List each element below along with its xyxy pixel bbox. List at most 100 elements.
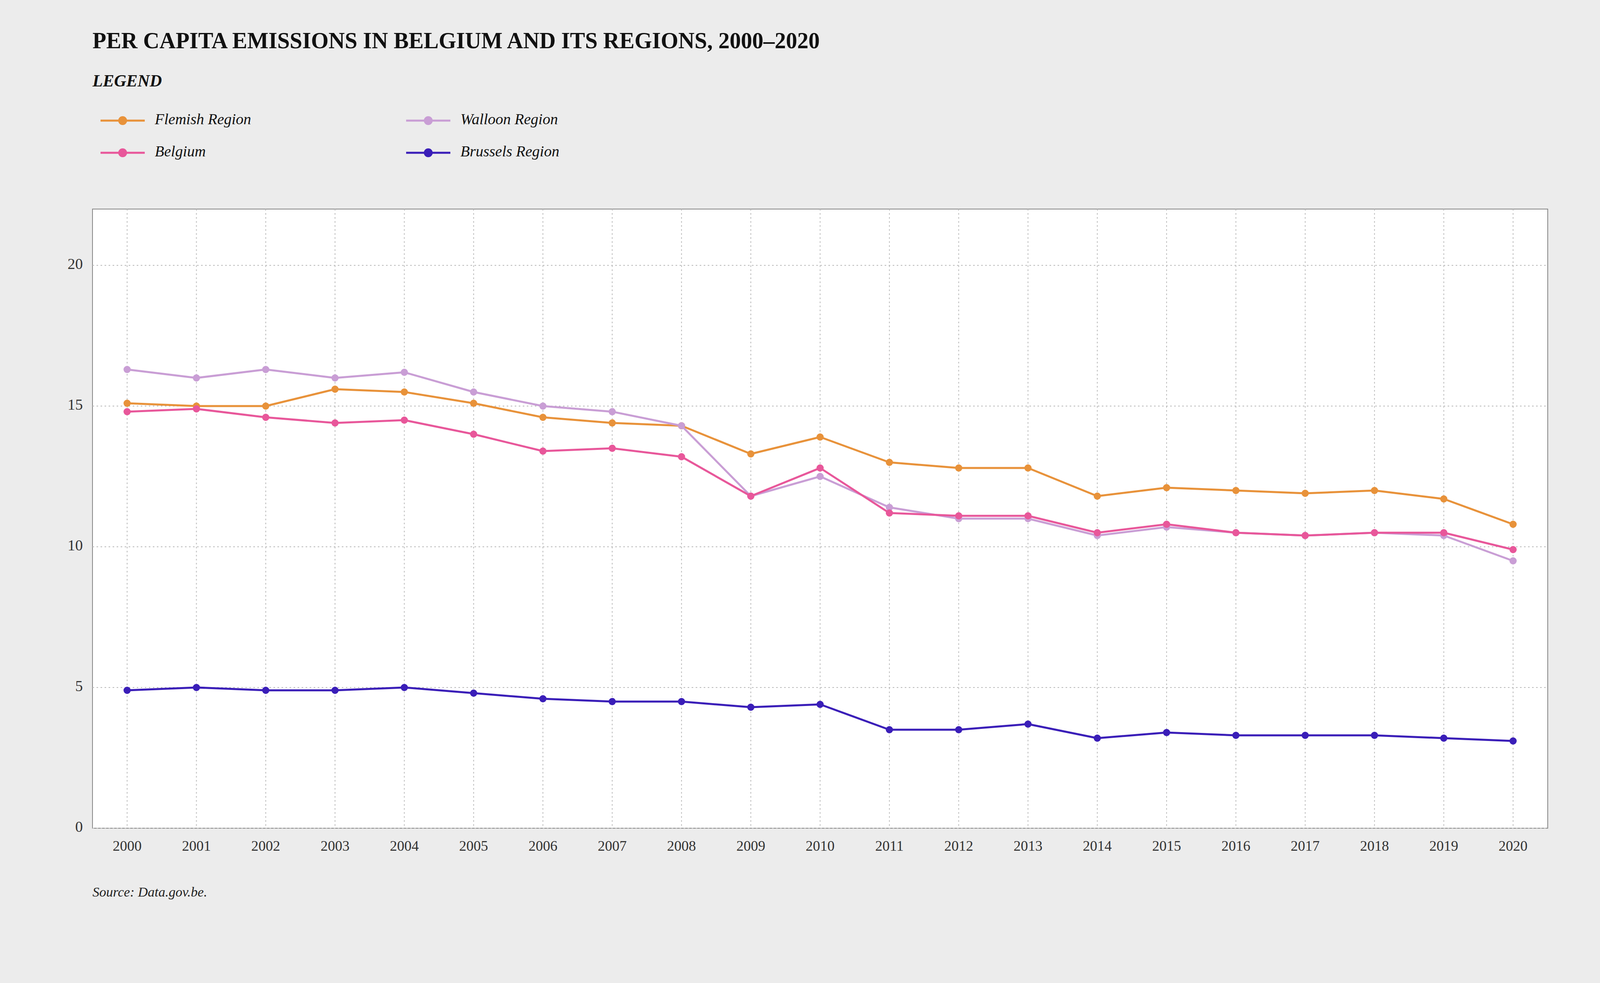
series-marker <box>123 399 131 407</box>
series-marker <box>747 492 755 500</box>
series-marker <box>262 686 270 695</box>
series-marker <box>955 726 963 734</box>
series-marker <box>262 413 270 422</box>
series-marker <box>816 433 824 441</box>
series-marker <box>1370 529 1379 537</box>
series-marker <box>1093 492 1101 500</box>
series-marker <box>1162 520 1171 528</box>
series-marker <box>608 419 617 427</box>
chart: PER CAPITA EMISSIONS IN BELGIUM AND ITS … <box>0 0 1600 983</box>
x-tick-label: 2017 <box>1290 837 1320 855</box>
series-marker <box>1509 546 1517 554</box>
x-grid-line <box>126 209 128 829</box>
series-marker <box>1162 484 1171 492</box>
series-marker <box>1370 486 1379 495</box>
legend-label: Walloon Region <box>460 110 558 128</box>
y-tick-label: 15 <box>67 396 83 413</box>
x-grid-line <box>404 209 405 829</box>
series-marker <box>1093 734 1101 742</box>
series-marker <box>1024 720 1032 728</box>
series-marker <box>470 430 478 438</box>
series-marker <box>1370 529 1379 537</box>
series-marker <box>1093 529 1101 537</box>
x-grid-line <box>334 209 336 829</box>
series-marker <box>400 416 409 424</box>
axes: 0510152020002001200220032004200520062007… <box>67 255 1528 855</box>
x-tick-label: 2015 <box>1152 837 1182 855</box>
x-grid-line <box>196 209 198 829</box>
x-grid-line <box>750 209 752 829</box>
series-marker <box>262 402 270 410</box>
series-marker <box>123 686 131 695</box>
series-marker <box>1232 529 1240 537</box>
series-marker <box>955 464 963 472</box>
x-grid-line <box>542 209 544 829</box>
series-marker <box>747 492 755 500</box>
series-marker <box>400 683 409 692</box>
series-marker <box>331 419 339 427</box>
series-marker <box>677 422 686 430</box>
x-tick-label: 2014 <box>1082 837 1112 855</box>
grid <box>92 209 1548 829</box>
background <box>0 0 1600 983</box>
legend-swatch-marker <box>118 148 128 158</box>
series-marker <box>885 509 894 517</box>
series-marker <box>123 365 131 374</box>
x-tick-label: 2006 <box>528 837 558 855</box>
series-marker <box>1162 729 1171 737</box>
series-marker <box>400 368 409 376</box>
x-tick-label: 2008 <box>667 837 697 855</box>
legend-label: Flemish Region <box>154 110 252 128</box>
x-tick-label: 2007 <box>597 837 627 855</box>
series-marker <box>193 374 201 382</box>
series-marker <box>193 405 201 413</box>
y-tick-label: 10 <box>67 536 83 554</box>
series-marker <box>885 726 894 734</box>
series-marker <box>539 695 547 703</box>
series-marker <box>608 408 617 416</box>
series-marker <box>1024 512 1032 520</box>
title: PER CAPITA EMISSIONS IN BELGIUM AND ITS … <box>92 28 820 54</box>
x-grid-line <box>1512 209 1514 829</box>
series-marker <box>885 458 894 467</box>
series-marker <box>400 388 409 396</box>
x-tick-label: 2000 <box>112 837 142 855</box>
x-tick-label: 2011 <box>874 837 904 855</box>
series <box>123 683 1517 745</box>
legend-swatch-marker <box>423 116 433 126</box>
series-marker <box>677 422 686 430</box>
series-marker <box>1301 489 1309 498</box>
series-marker <box>331 686 339 695</box>
series-marker <box>816 700 824 709</box>
series-marker <box>608 444 617 452</box>
series-marker <box>1440 529 1448 537</box>
series-marker <box>1440 495 1448 503</box>
x-tick-label: 2009 <box>736 837 766 855</box>
series-line <box>127 408 1514 550</box>
plot-frame <box>92 209 1548 829</box>
series-marker <box>539 413 547 422</box>
series-marker <box>1232 529 1240 537</box>
series-line <box>127 687 1514 742</box>
legend-label: Belgium <box>154 142 206 160</box>
series-marks <box>123 365 1517 745</box>
series-marker <box>123 408 131 416</box>
series-marker <box>1301 531 1309 540</box>
x-tick-label: 2003 <box>320 837 350 855</box>
x-tick-label: 2020 <box>1498 837 1528 855</box>
legend-swatch-marker <box>423 148 433 158</box>
x-tick-label: 2013 <box>1013 837 1043 855</box>
legend-title: LEGEND <box>92 71 163 91</box>
series-marker <box>1301 731 1309 740</box>
series-marker <box>470 388 478 396</box>
x-grid-line <box>681 209 682 829</box>
x-grid-line <box>265 209 267 829</box>
series-marker <box>539 402 547 410</box>
x-tick-label: 2004 <box>390 837 419 855</box>
series-marker <box>1440 734 1448 742</box>
series-marker <box>470 399 478 407</box>
series-marker <box>608 698 617 706</box>
series-marker <box>1301 531 1309 540</box>
series-marker <box>1509 520 1517 528</box>
x-tick-label: 2012 <box>944 837 974 855</box>
